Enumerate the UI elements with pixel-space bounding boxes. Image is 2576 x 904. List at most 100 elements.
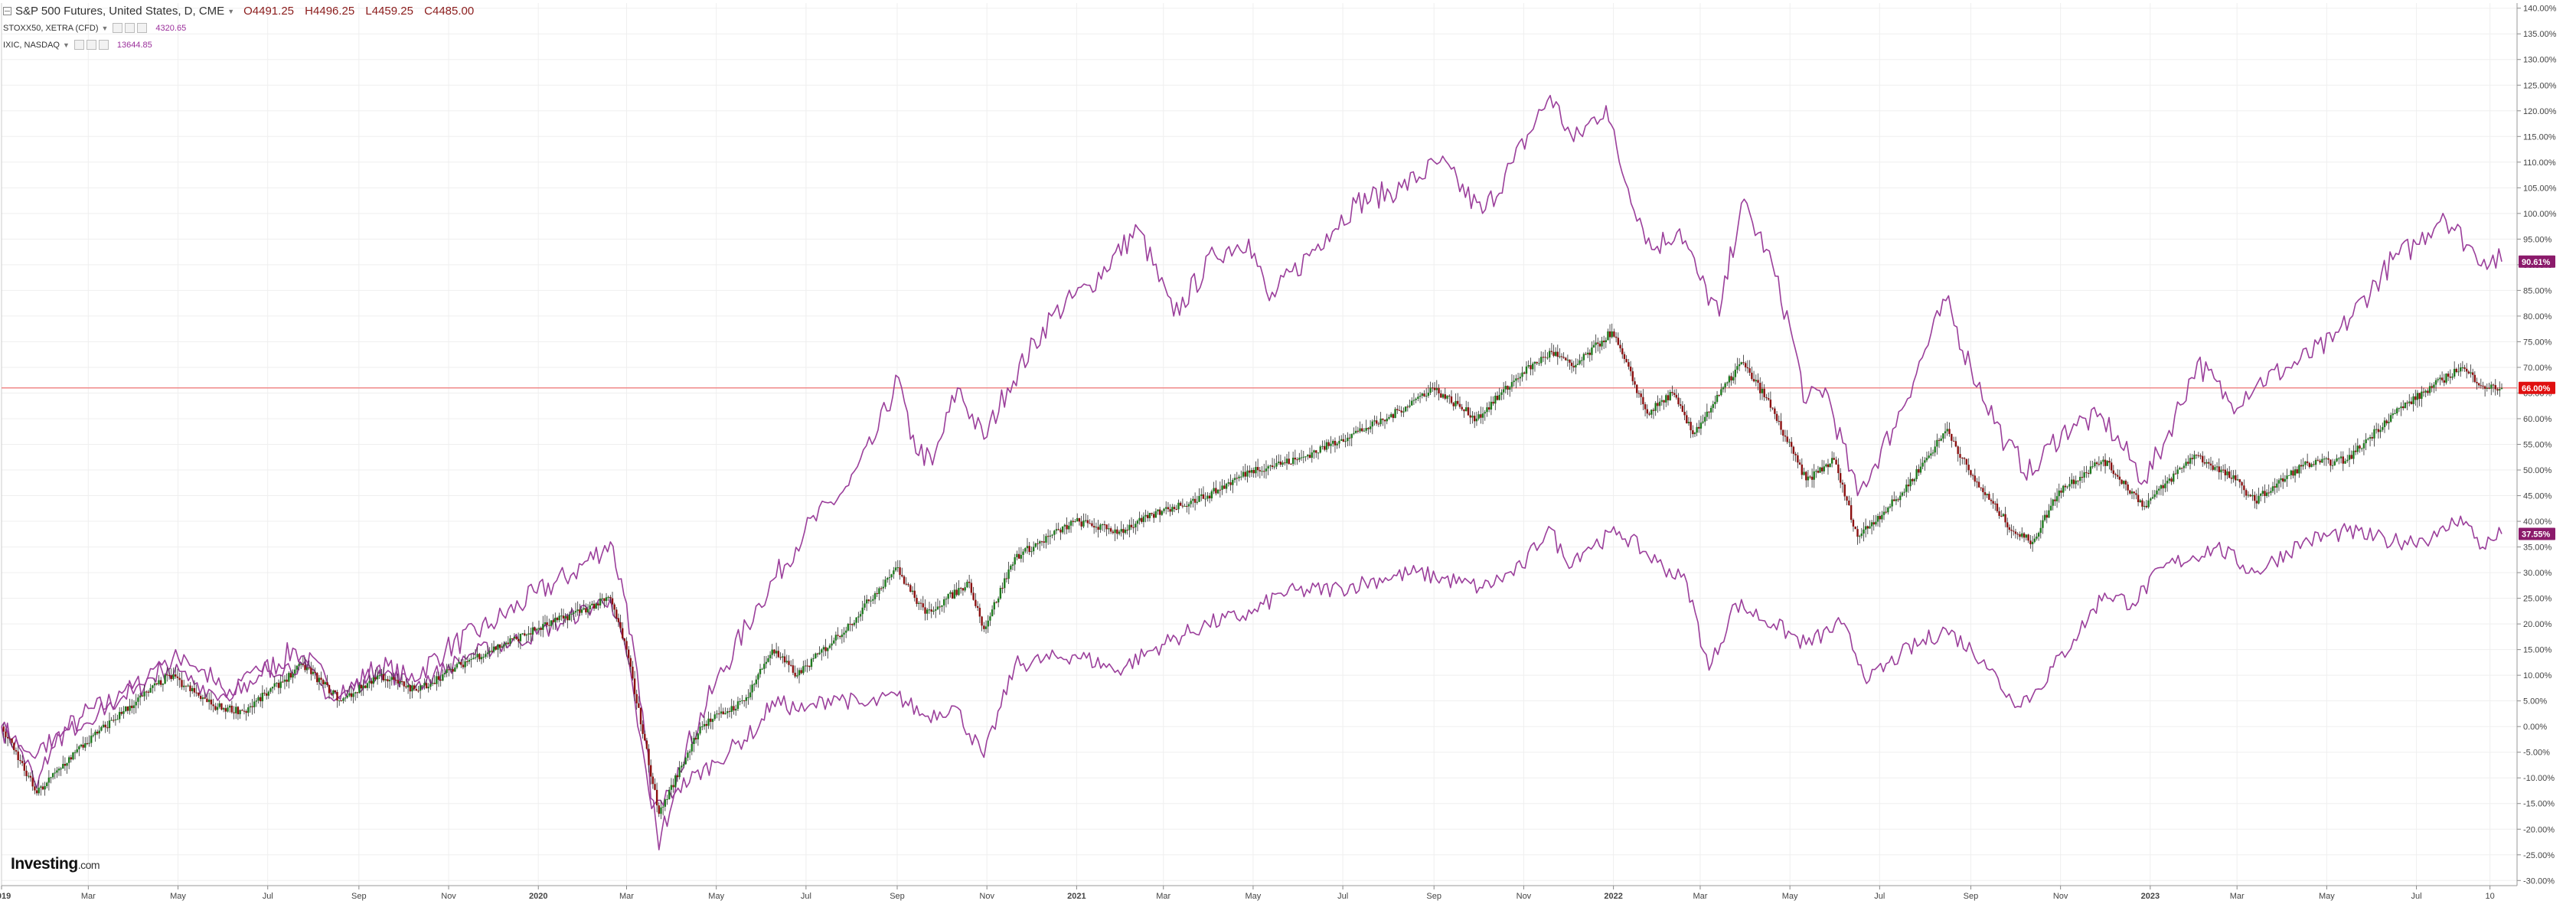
candle-body bbox=[201, 697, 204, 700]
candle-body bbox=[1740, 362, 1742, 364]
candle-body bbox=[1229, 482, 1232, 485]
candle-body bbox=[1112, 531, 1115, 534]
candle-body bbox=[1850, 504, 1853, 521]
candle-body bbox=[2045, 514, 2048, 518]
candle-body bbox=[328, 685, 331, 694]
candle-body bbox=[1502, 389, 1505, 393]
candle-body bbox=[1693, 432, 1696, 435]
candle-body bbox=[1173, 507, 1176, 509]
candle-body bbox=[1458, 403, 1461, 407]
candle-body bbox=[1388, 416, 1390, 419]
candle-body bbox=[446, 669, 448, 674]
candle-body bbox=[2339, 456, 2343, 459]
candle-body bbox=[1396, 409, 1399, 410]
candle-body bbox=[573, 612, 575, 614]
candle-body bbox=[436, 676, 438, 684]
visibility-icon[interactable] bbox=[73, 40, 84, 50]
close-icon[interactable] bbox=[98, 40, 109, 50]
candle-body bbox=[1527, 365, 1530, 367]
x-tick-label: Nov bbox=[2053, 892, 2068, 901]
candle-body bbox=[864, 603, 866, 608]
candle-body bbox=[1206, 495, 1209, 499]
chevron-down-icon[interactable]: ▼ bbox=[101, 24, 109, 32]
candle-body bbox=[2333, 461, 2336, 465]
legend-series-row: STOXX50, XETRA (CFD) ▼ 4320.65 bbox=[3, 23, 186, 33]
candle-body bbox=[2254, 494, 2256, 501]
candle-body bbox=[94, 731, 96, 736]
chevron-down-icon[interactable]: ▼ bbox=[62, 41, 70, 49]
candle-body bbox=[455, 664, 459, 668]
candle-body bbox=[1059, 529, 1062, 533]
candle-body bbox=[1136, 521, 1139, 524]
candle-body bbox=[792, 665, 795, 673]
candle-body bbox=[145, 691, 148, 693]
settings-icon[interactable] bbox=[125, 23, 135, 33]
candle-body bbox=[84, 742, 87, 748]
candle-body bbox=[352, 693, 354, 697]
candle-body bbox=[2402, 406, 2405, 409]
candle-body bbox=[576, 609, 579, 612]
candle-body bbox=[1921, 462, 1924, 467]
candle-body bbox=[2362, 443, 2365, 449]
candle-body bbox=[1642, 397, 1644, 405]
candle-body bbox=[951, 592, 954, 599]
candle-body bbox=[2123, 481, 2125, 485]
candle-body bbox=[2205, 462, 2208, 464]
x-tick-label: Mar bbox=[2230, 892, 2245, 901]
candle-body bbox=[131, 705, 133, 709]
candle-body bbox=[2463, 367, 2466, 369]
candle-body bbox=[888, 577, 891, 579]
candle-body bbox=[2164, 483, 2166, 488]
candle-body bbox=[1863, 529, 1865, 534]
candle-body bbox=[1658, 401, 1661, 406]
collapse-icon[interactable] bbox=[3, 7, 11, 15]
candle-body bbox=[1040, 541, 1043, 543]
candle-body bbox=[1680, 404, 1682, 406]
visibility-icon[interactable] bbox=[113, 23, 123, 33]
candle-body bbox=[1419, 396, 1422, 397]
candle-body bbox=[269, 688, 272, 692]
candle-body bbox=[2373, 429, 2375, 439]
candle-body bbox=[989, 616, 991, 621]
candle-body bbox=[1348, 437, 1351, 439]
candle-body bbox=[413, 685, 416, 689]
candle-body bbox=[135, 701, 137, 706]
candle-body bbox=[1404, 406, 1407, 412]
candle-body bbox=[1432, 387, 1434, 389]
candle-body bbox=[253, 701, 256, 707]
settings-icon[interactable] bbox=[86, 40, 96, 50]
candle-body bbox=[143, 691, 145, 697]
candle-body bbox=[2265, 492, 2268, 496]
candle-body bbox=[5, 731, 7, 737]
candle-body bbox=[247, 707, 250, 713]
candle-body bbox=[1014, 556, 1016, 565]
candle-body bbox=[1915, 468, 1918, 479]
candle-body bbox=[2499, 389, 2501, 391]
candle-body bbox=[400, 681, 403, 683]
close-icon[interactable] bbox=[137, 23, 148, 33]
candle-body bbox=[521, 633, 524, 635]
chevron-down-icon[interactable]: ▼ bbox=[227, 7, 235, 15]
candle-body bbox=[1338, 440, 1340, 444]
ohlc-high: H4496.25 bbox=[305, 5, 355, 18]
candle-body bbox=[603, 598, 606, 602]
candle-body bbox=[2385, 420, 2388, 423]
candle-body bbox=[73, 752, 77, 753]
candle-body bbox=[676, 775, 679, 778]
y-tick-label: 10.00% bbox=[2523, 671, 2552, 680]
candle-body bbox=[894, 567, 897, 571]
candle-body bbox=[783, 656, 786, 663]
candle-body bbox=[530, 633, 532, 635]
candle-body bbox=[1833, 458, 1835, 460]
candle-body bbox=[292, 674, 294, 678]
candle-body bbox=[1790, 442, 1793, 447]
candle-body bbox=[2214, 467, 2216, 470]
candle-body bbox=[579, 609, 581, 613]
candle-body bbox=[544, 622, 547, 625]
candle-body bbox=[919, 602, 922, 604]
y-tick-label: 20.00% bbox=[2523, 620, 2552, 629]
candle-body bbox=[815, 653, 817, 658]
candle-body bbox=[583, 608, 585, 610]
